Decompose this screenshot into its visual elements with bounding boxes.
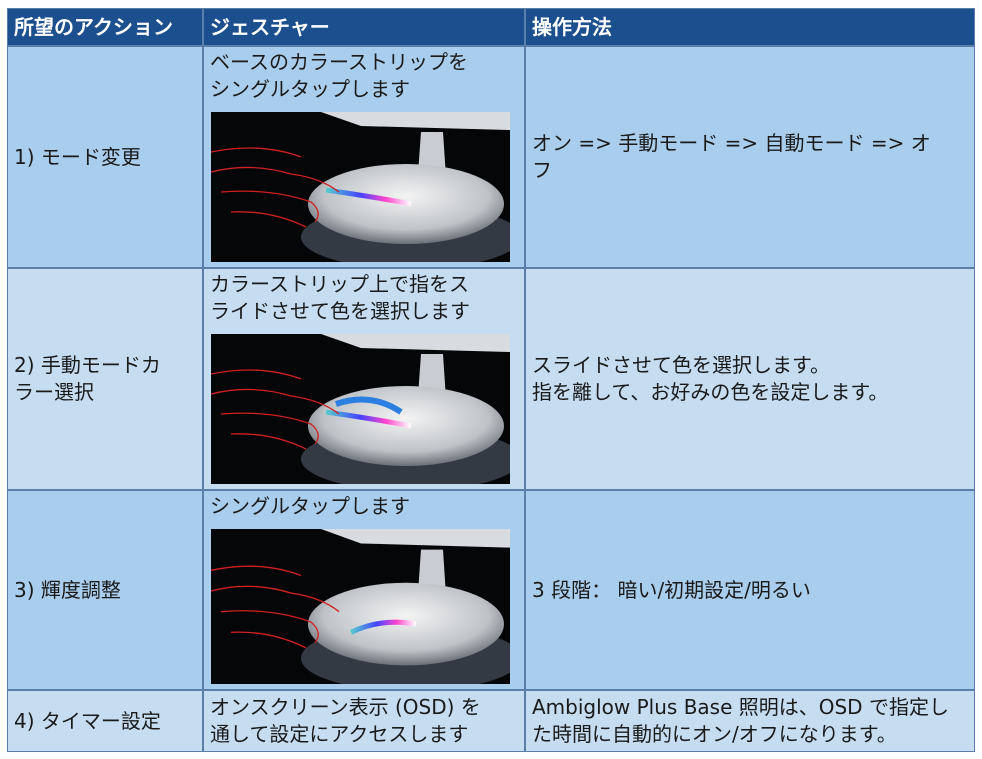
text-line: 指を離して、お好みの色を設定します。 bbox=[532, 380, 889, 404]
text-line: 1) モード変更 bbox=[14, 144, 141, 169]
method-cell: 3 段階： 暗い/初期設定/明るい bbox=[525, 490, 975, 690]
gesture-photo bbox=[211, 112, 510, 262]
gesture-photo bbox=[211, 334, 510, 484]
method-cell: Ambiglow Plus Base 照明は、OSD で指定し た時間に自動的にオ… bbox=[525, 690, 975, 752]
text-line: オンスクリーン表示 (OSD) を bbox=[210, 695, 481, 719]
text-line: た時間に自動的にオン/オフになります。 bbox=[532, 722, 897, 746]
action-cell: 3) 輝度調整 bbox=[7, 490, 203, 690]
text-line: ラー選択 bbox=[14, 380, 94, 404]
text-line: 操作方法 bbox=[532, 14, 612, 39]
gesture-photo bbox=[211, 529, 510, 684]
header-cell: 操作方法 bbox=[525, 8, 975, 46]
gesture-cell: オンスクリーン表示 (OSD) を通して設定にアクセスします bbox=[203, 690, 525, 752]
method-cell: オン => 手動モード => 自動モード => オフ bbox=[525, 46, 975, 268]
text-line: Ambiglow Plus Base 照明は、OSD で指定し bbox=[532, 695, 949, 719]
text-line: 3 段階： 暗い/初期設定/明るい bbox=[532, 577, 811, 602]
text-line: 2) 手動モードカ bbox=[14, 353, 161, 377]
text-line: シングルタップします bbox=[210, 494, 410, 518]
action-cell: 2) 手動モードカ ラー選択 bbox=[7, 268, 203, 490]
text-line: オン => 手動モード => 自動モード => オ bbox=[532, 131, 931, 155]
text-line: 通して設定にアクセスします bbox=[210, 722, 469, 746]
text-line: ジェスチャー bbox=[210, 14, 330, 39]
text-line: 3) 輝度調整 bbox=[14, 577, 121, 602]
header-cell: ジェスチャー bbox=[203, 8, 525, 46]
text-line: 4) タイマー設定 bbox=[14, 708, 161, 733]
text-line: シングルタップします bbox=[210, 77, 410, 101]
text-line: カラーストリップ上で指をス bbox=[210, 272, 469, 296]
text-line: スライドさせて色を選択します。 bbox=[532, 353, 830, 377]
action-cell: 4) タイマー設定 bbox=[7, 690, 203, 752]
header-cell: 所望のアクション bbox=[7, 8, 203, 46]
text-line: ベースのカラーストリップを bbox=[210, 50, 468, 74]
text-line: ライドさせて色を選択します bbox=[210, 299, 470, 323]
text-line: 所望のアクション bbox=[14, 14, 173, 39]
action-cell: 1) モード変更 bbox=[7, 46, 203, 268]
text-line: フ bbox=[532, 158, 552, 182]
method-cell: スライドさせて色を選択します。指を離して、お好みの色を設定します。 bbox=[525, 268, 975, 490]
